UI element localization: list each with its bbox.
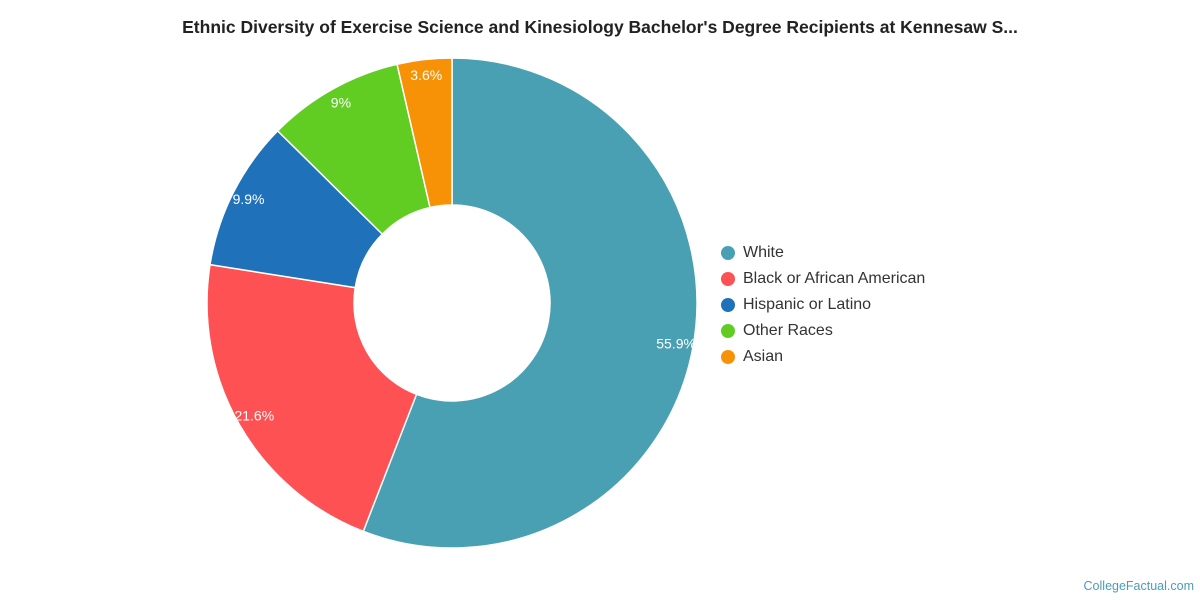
legend-label: Black or African American: [743, 270, 926, 287]
legend-marker: [721, 324, 735, 338]
slice-label-asian: 3.6%: [410, 67, 442, 83]
chart-title: Ethnic Diversity of Exercise Science and…: [182, 17, 1018, 37]
slice-label-white: 55.9%: [656, 336, 696, 352]
legend-marker: [721, 298, 735, 312]
credit-link[interactable]: CollegeFactual.com: [1083, 579, 1194, 593]
legend-label: Other Races: [743, 322, 833, 339]
slice-black-or-african-american[interactable]: [206, 263, 418, 533]
legend-marker: [721, 350, 735, 364]
legend-item-asian[interactable]: Asian: [721, 344, 925, 370]
slice-asian[interactable]: [396, 57, 453, 209]
legend-item-hispanic-or-latino[interactable]: Hispanic or Latino: [721, 292, 925, 318]
legend-label: Asian: [743, 348, 784, 365]
slice-labels: 55.9% 21.6% 9.9% 9% 3.6%: [233, 67, 696, 423]
legend-item-other-races[interactable]: Other Races: [721, 318, 925, 344]
slice-white[interactable]: [362, 57, 698, 549]
legend-label: Hispanic or Latino: [743, 296, 872, 313]
slice-label-black-or-african-american: 21.6%: [234, 407, 274, 423]
legend-label: White: [743, 244, 784, 261]
legend-marker: [721, 246, 735, 260]
legend-item-white[interactable]: White: [721, 240, 925, 266]
slice-label-other-races: 9%: [331, 95, 351, 111]
slice-label-hispanic-or-latino: 9.9%: [233, 191, 265, 207]
legend-item-black-or-african-american[interactable]: Black or African American: [721, 266, 925, 292]
legend-marker: [721, 272, 735, 286]
donut-slices: [206, 57, 698, 549]
legend: White Black or African American Hispanic o…: [721, 240, 925, 370]
